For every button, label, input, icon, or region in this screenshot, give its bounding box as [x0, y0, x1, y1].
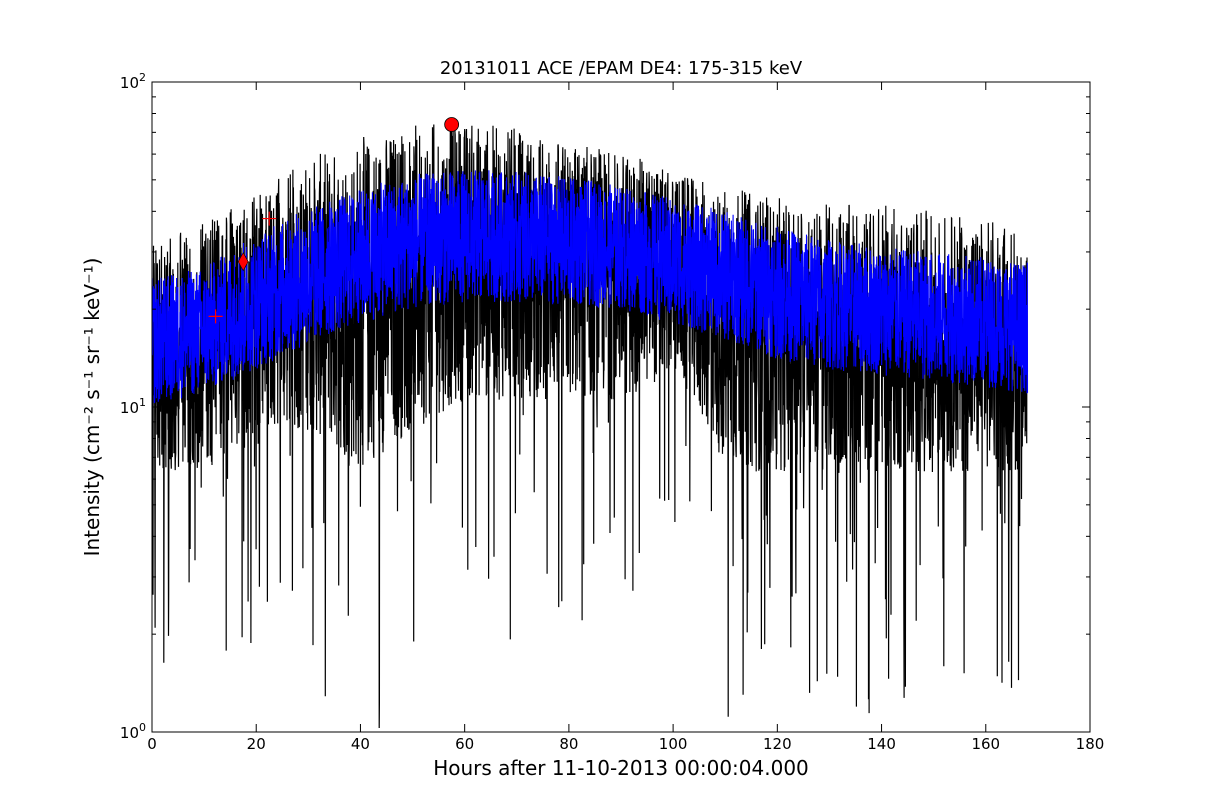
x-tick-label: 120: [763, 735, 792, 753]
y-tick-label: 100: [120, 721, 146, 742]
series-line-1: [152, 170, 1029, 404]
x-tick-label: 40: [351, 735, 370, 753]
x-tick-label: 180: [1076, 735, 1105, 753]
y-axis: 100 101 102: [120, 71, 1090, 742]
x-axis: 0 20 40 60 80 100 120 140 160 180: [147, 82, 1104, 753]
marker-diamond: [237, 252, 249, 272]
y-tick-label: 101: [120, 396, 146, 417]
marker-plus: [208, 309, 223, 324]
series-layer: [152, 122, 1029, 729]
x-tick-label: 20: [247, 735, 266, 753]
y-tick-label: 102: [120, 71, 146, 92]
y-axis-label: Intensity (cm⁻² s⁻¹ sr⁻¹ keV⁻¹): [80, 258, 104, 557]
x-tick-label: 160: [971, 735, 1000, 753]
marker-plus: [262, 211, 277, 226]
marker-layer: [208, 117, 460, 324]
plot-area: [152, 117, 1029, 729]
x-tick-label: 100: [659, 735, 688, 753]
x-tick-label: 140: [867, 735, 896, 753]
x-tick-label: 80: [559, 735, 578, 753]
x-tick-label: 60: [455, 735, 474, 753]
series-line-0: [152, 122, 1029, 729]
chart-title: 20131011 ACE /EPAM DE4: 175-315 keV: [440, 58, 803, 79]
x-tick-label: 0: [147, 735, 157, 753]
x-axis-label: Hours after 11-10-2013 00:00:04.000: [433, 756, 809, 780]
marker-circle: [444, 117, 460, 132]
